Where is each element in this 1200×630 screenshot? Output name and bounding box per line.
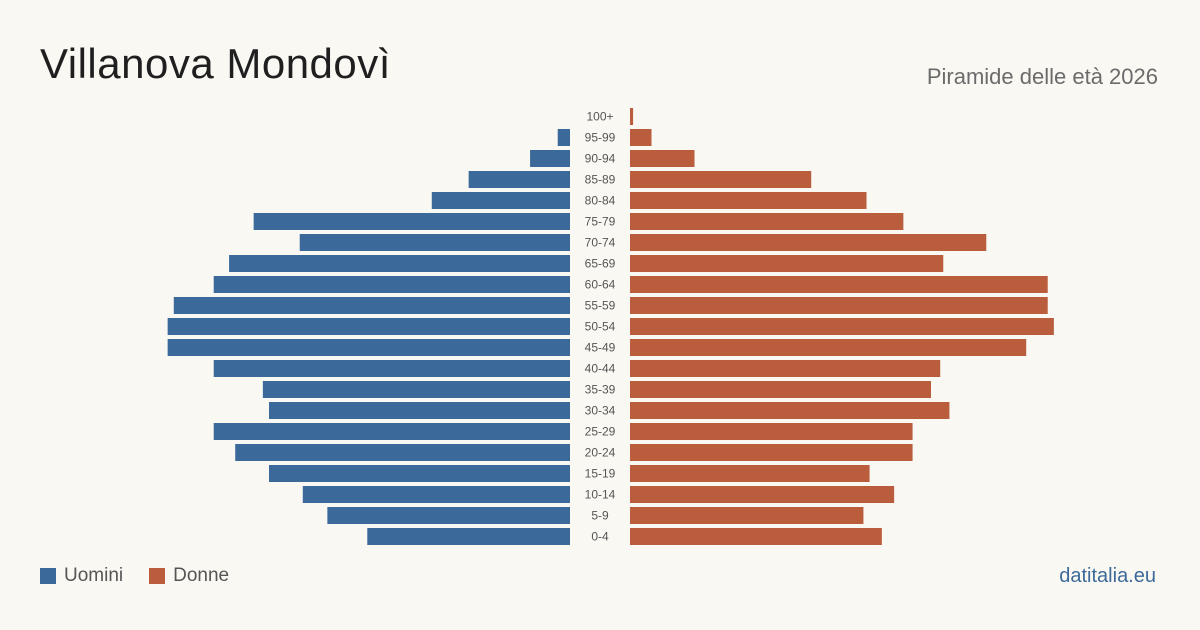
bar-men-35-39 — [262, 381, 570, 398]
bar-men-20-24 — [235, 444, 570, 461]
legend-label-men: Uomini — [64, 565, 124, 586]
bar-women-70-74 — [630, 234, 987, 251]
bar-women-75-79 — [630, 213, 904, 230]
legend-label-women: Donne — [173, 565, 230, 586]
bar-men-30-34 — [269, 402, 570, 419]
bar-men-15-19 — [269, 465, 570, 482]
age-label-90-94: 90-94 — [585, 152, 616, 166]
bar-men-50-54 — [167, 318, 570, 335]
bar-women-100plus — [630, 108, 634, 125]
bar-men-55-59 — [173, 297, 571, 314]
bar-women-5-9 — [630, 507, 864, 524]
bar-women-35-39 — [630, 381, 931, 398]
bar-men-25-29 — [213, 423, 570, 440]
bar-women-25-29 — [630, 423, 913, 440]
age-label-45-49: 45-49 — [585, 341, 616, 355]
age-label-100plus: 100+ — [586, 110, 613, 124]
bar-men-80-84 — [431, 192, 570, 209]
bar-men-40-44 — [213, 360, 570, 377]
age-label-30-34: 30-34 — [585, 404, 616, 418]
age-label-80-84: 80-84 — [585, 194, 616, 208]
bar-men-45-49 — [167, 339, 570, 356]
age-label-20-24: 20-24 — [585, 446, 616, 460]
age-label-0-4: 0-4 — [591, 530, 609, 544]
bar-men-90-94 — [530, 150, 570, 167]
age-label-55-59: 55-59 — [585, 299, 616, 313]
bar-women-20-24 — [630, 444, 913, 461]
bar-men-10-14 — [302, 486, 570, 503]
bar-women-0-4 — [630, 528, 882, 545]
age-label-40-44: 40-44 — [585, 362, 616, 376]
bar-men-60-64 — [213, 276, 570, 293]
legend: Uomini Donne — [40, 565, 229, 587]
bar-women-55-59 — [630, 297, 1048, 314]
age-label-35-39: 35-39 — [585, 383, 616, 397]
bar-women-10-14 — [630, 486, 895, 503]
bar-women-95-99 — [630, 129, 652, 146]
age-label-75-79: 75-79 — [585, 215, 616, 229]
page-title: Villanova Mondovì — [40, 40, 391, 87]
bar-women-45-49 — [630, 339, 1027, 356]
legend-item-women: Donne — [149, 565, 229, 587]
bar-men-70-74 — [299, 234, 570, 251]
bar-women-90-94 — [630, 150, 695, 167]
age-label-15-19: 15-19 — [585, 467, 616, 481]
bar-men-75-79 — [253, 213, 570, 230]
bar-women-65-69 — [630, 255, 944, 272]
bar-women-40-44 — [630, 360, 941, 377]
legend-swatch-men — [40, 568, 56, 584]
age-label-70-74: 70-74 — [585, 236, 616, 250]
age-label-50-54: 50-54 — [585, 320, 616, 334]
bar-men-65-69 — [229, 255, 571, 272]
bar-women-60-64 — [630, 276, 1048, 293]
source-link[interactable]: datitalia.eu — [1059, 565, 1156, 587]
age-label-25-29: 25-29 — [585, 425, 616, 439]
bar-men-5-9 — [327, 507, 570, 524]
bar-women-85-89 — [630, 171, 812, 188]
bar-men-0-4 — [367, 528, 570, 545]
bar-men-95-99 — [557, 129, 570, 146]
bar-women-30-34 — [630, 402, 950, 419]
legend-item-men: Uomini — [40, 565, 123, 587]
age-label-60-64: 60-64 — [585, 278, 616, 292]
age-label-65-69: 65-69 — [585, 257, 616, 271]
bar-women-15-19 — [630, 465, 870, 482]
age-label-5-9: 5-9 — [591, 509, 609, 523]
bar-women-50-54 — [630, 318, 1054, 335]
age-label-85-89: 85-89 — [585, 173, 616, 187]
legend-swatch-women — [149, 568, 166, 584]
chart-subtitle: Piramide delle età 2026 — [926, 64, 1158, 89]
bar-women-80-84 — [630, 192, 867, 209]
age-label-95-99: 95-99 — [585, 131, 616, 145]
bar-men-85-89 — [468, 171, 570, 188]
age-label-10-14: 10-14 — [585, 488, 616, 502]
